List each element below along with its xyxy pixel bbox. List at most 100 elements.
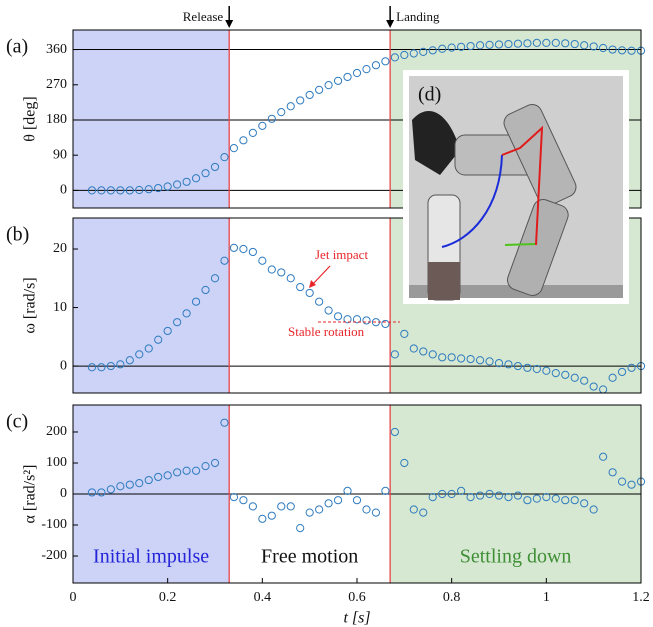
marker xyxy=(324,81,333,90)
marker xyxy=(570,39,579,49)
marker xyxy=(182,466,191,475)
y-tick-label: 90 xyxy=(53,147,67,162)
marker xyxy=(201,461,210,471)
marker xyxy=(475,356,485,365)
marker xyxy=(599,43,608,53)
marker xyxy=(419,47,428,57)
trajectory xyxy=(504,243,536,246)
marker xyxy=(248,502,257,511)
marker xyxy=(116,360,125,369)
marker xyxy=(475,41,485,50)
y-tick-label: -200 xyxy=(41,548,67,563)
marker xyxy=(144,344,153,353)
marker xyxy=(589,382,598,391)
y-tick-label: 0 xyxy=(60,183,67,198)
region-shade xyxy=(73,30,230,208)
marker xyxy=(201,169,210,178)
marker xyxy=(315,505,324,514)
marker xyxy=(154,472,163,482)
marker xyxy=(258,514,267,523)
marker xyxy=(125,186,134,195)
inset-floor xyxy=(409,285,623,298)
marker xyxy=(154,335,163,344)
marker xyxy=(220,153,229,162)
marker xyxy=(428,493,437,502)
marker xyxy=(343,486,352,495)
marker xyxy=(599,452,608,461)
region-label: Initial impulse xyxy=(93,546,209,568)
marker xyxy=(390,427,399,437)
marker xyxy=(210,458,220,468)
x-tick-label: 0.4 xyxy=(254,590,272,605)
marker xyxy=(305,288,314,298)
marker xyxy=(324,499,333,508)
marker xyxy=(144,185,153,194)
marker xyxy=(371,61,381,70)
marker xyxy=(97,488,106,497)
marker xyxy=(494,359,504,368)
marker xyxy=(551,369,560,378)
axes-frame xyxy=(72,217,642,394)
marker xyxy=(494,40,504,49)
marker xyxy=(173,468,182,477)
marker xyxy=(485,40,494,49)
marker xyxy=(523,39,532,48)
marker xyxy=(315,85,324,94)
marker xyxy=(580,41,589,50)
marker xyxy=(561,496,570,505)
event-label: Landing xyxy=(396,9,440,24)
marker xyxy=(286,502,295,511)
marker xyxy=(182,309,191,318)
marker xyxy=(239,496,248,505)
y-tick-label: 180 xyxy=(46,112,67,127)
marker xyxy=(229,144,239,153)
marker xyxy=(154,183,163,193)
event-arrowhead xyxy=(386,20,395,28)
marker xyxy=(485,489,494,499)
marker xyxy=(267,511,276,520)
y-tick-label: 20 xyxy=(53,241,67,256)
region-label: Settling down xyxy=(460,546,572,568)
marker xyxy=(220,418,229,427)
marker xyxy=(561,39,570,48)
marker xyxy=(229,493,239,502)
marker xyxy=(390,350,399,359)
marker xyxy=(617,367,627,377)
marker xyxy=(362,65,371,74)
marker xyxy=(135,185,144,195)
x-tick-label: 1.2 xyxy=(632,590,650,605)
marker xyxy=(333,312,343,321)
axes-frame xyxy=(72,29,642,209)
x-tick-label: 0.8 xyxy=(443,590,461,605)
marker xyxy=(589,505,598,514)
marker xyxy=(182,177,191,186)
marker xyxy=(532,364,541,374)
marker xyxy=(296,282,305,292)
annotation: Jet impact xyxy=(315,247,368,262)
panel-label: (b) xyxy=(6,224,29,246)
panel-label: (d) xyxy=(418,84,441,106)
marker xyxy=(173,180,182,189)
marker xyxy=(305,90,314,100)
x-tick-label: 1 xyxy=(543,590,550,605)
event-label: Release xyxy=(183,9,224,24)
marker xyxy=(513,491,523,500)
marker xyxy=(608,45,617,54)
marker xyxy=(542,493,551,502)
marker xyxy=(457,354,466,363)
marker xyxy=(315,297,324,306)
marker xyxy=(135,350,144,359)
marker xyxy=(144,475,153,485)
marker xyxy=(220,256,229,265)
marker xyxy=(333,76,343,85)
marker xyxy=(617,477,627,486)
marker xyxy=(447,353,456,362)
x-axis-label: t [s] xyxy=(343,610,370,627)
marker xyxy=(277,108,286,117)
marker xyxy=(438,353,447,362)
inset-photo: (d) xyxy=(403,70,629,304)
marker xyxy=(239,244,248,254)
marker xyxy=(87,363,97,372)
marker xyxy=(400,329,409,338)
